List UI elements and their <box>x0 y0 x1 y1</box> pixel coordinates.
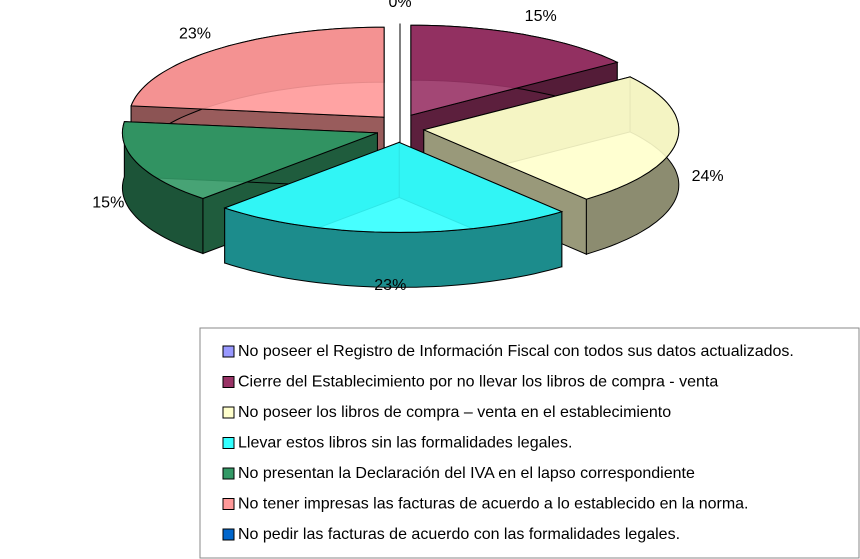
legend-box <box>199 327 860 559</box>
legend-swatch <box>222 345 235 358</box>
data-label: 15% <box>525 8 557 25</box>
legend-swatch <box>222 528 235 541</box>
slice-top <box>410 24 619 116</box>
data-label: 23% <box>374 277 406 294</box>
slice-top <box>130 26 385 118</box>
pie: 0% 15% 24% 23% 15% 23% <box>92 0 723 294</box>
legend-swatch <box>222 376 235 388</box>
legend-label: No poseer los libros de compra – venta e… <box>238 404 671 421</box>
legend-label: No tener impresas las facturas de acuerd… <box>238 496 749 513</box>
slice-top <box>223 141 564 233</box>
legend-label: No poseer el Registro de Información Fis… <box>238 343 794 360</box>
legend-swatch <box>222 467 235 480</box>
data-label: 24% <box>692 168 724 185</box>
data-label: 15% <box>92 195 124 212</box>
legend-swatch <box>222 498 235 510</box>
slice-top <box>121 121 378 200</box>
legend-label: Llevar estos libros sin las formalidades… <box>238 435 572 452</box>
data-label: 0% <box>388 0 411 11</box>
slice-top <box>422 76 680 200</box>
legend-label: No presentan la Declaración del IVA en e… <box>238 465 695 482</box>
legend: No poseer el Registro de Información Fis… <box>222 343 794 543</box>
legend-swatch <box>222 406 235 419</box>
data-label: 23% <box>179 25 211 42</box>
legend-label: Cierre del Establecimiento por no llevar… <box>238 374 718 391</box>
legend-swatch <box>222 437 235 449</box>
slice <box>223 141 564 288</box>
legend-label: No pedir las facturas de acuerdo con las… <box>238 526 680 543</box>
